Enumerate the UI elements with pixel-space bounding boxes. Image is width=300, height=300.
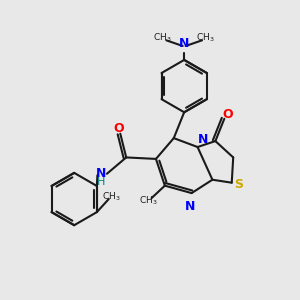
Text: CH$_3$: CH$_3$: [139, 195, 158, 207]
Text: N: N: [179, 37, 189, 50]
Text: CH$_3$: CH$_3$: [154, 32, 172, 44]
Text: N: N: [198, 133, 208, 146]
Text: N: N: [96, 167, 107, 180]
Text: N: N: [185, 200, 195, 213]
Text: S: S: [234, 178, 243, 191]
Text: CH$_3$: CH$_3$: [102, 190, 121, 203]
Text: H: H: [98, 177, 106, 187]
Text: CH$_3$: CH$_3$: [196, 32, 215, 44]
Text: O: O: [113, 122, 124, 135]
Text: O: O: [223, 108, 233, 121]
